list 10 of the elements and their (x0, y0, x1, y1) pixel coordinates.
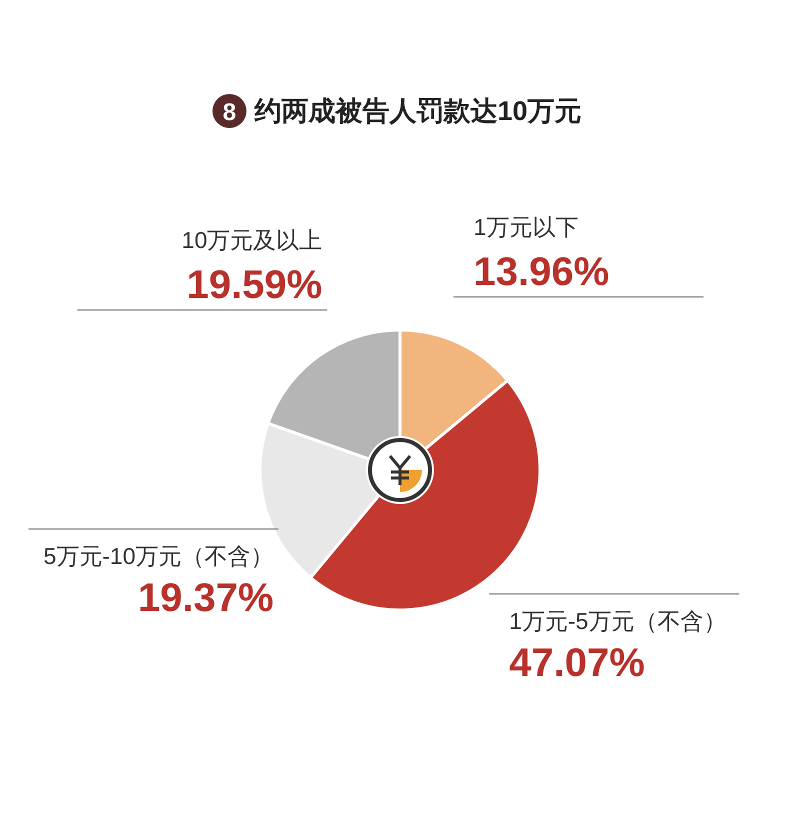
data-label: 19.37% (138, 576, 274, 620)
title: 8 约两成被告人罚款达10万元 (212, 94, 582, 128)
slice-label: 1万元-5万元（不含） (509, 608, 726, 634)
data-label: 13.96% (474, 250, 610, 294)
slice-label: 5万元-10万元（不含） (43, 543, 274, 570)
slice-label: 10万元及以上 (182, 226, 322, 253)
data-label: 19.59% (186, 262, 322, 307)
slice-label: 1万元以下 (474, 214, 578, 240)
chart-title: 约两成被告人罚款达10万元 (253, 96, 582, 126)
data-label: 47.07% (509, 640, 645, 685)
